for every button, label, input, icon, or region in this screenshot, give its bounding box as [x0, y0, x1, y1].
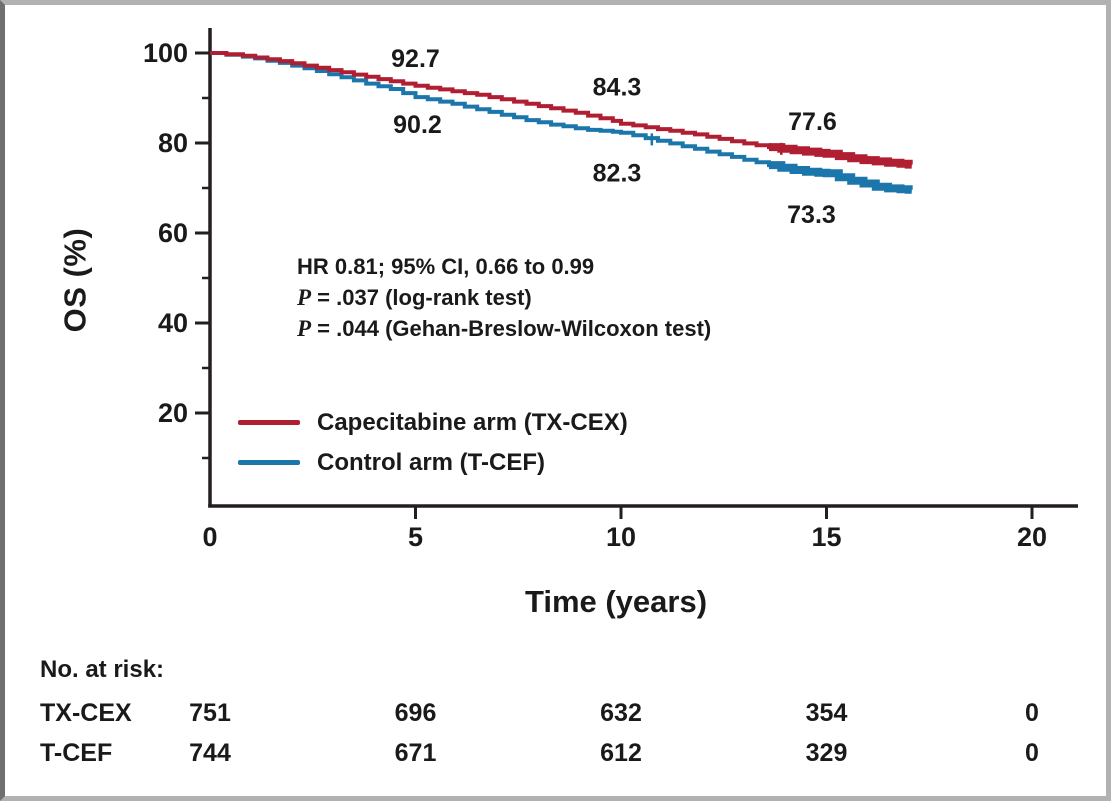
y-tick-label: 40	[158, 308, 188, 338]
risk-count: 744	[189, 739, 231, 767]
km-curve-tx-cex-dense-censoring	[769, 143, 913, 169]
y-tick-label: 100	[143, 38, 188, 68]
x-tick-label: 0	[202, 522, 217, 552]
stats-annotation: HR 0.81; 95% CI, 0.66 to 0.99 P = .037 (…	[297, 251, 711, 344]
x-tick-label: 15	[811, 522, 841, 552]
legend-line-control-swatch	[238, 460, 300, 465]
survival-annotation: 84.3	[593, 74, 642, 102]
risk-count: 0	[1025, 699, 1039, 727]
risk-count: 671	[395, 739, 437, 767]
risk-count: 329	[806, 739, 848, 767]
legend-item-control: Control arm (T-CEF)	[238, 449, 545, 476]
y-axis-title: OS (%)	[57, 227, 93, 333]
survival-annotation: 82.3	[593, 160, 642, 188]
km-curve-t-cef-dense-censoring	[769, 161, 913, 194]
survival-annotation: 90.2	[393, 111, 442, 139]
risk-count: 751	[189, 699, 231, 727]
legend-item-capecitabine: Capecitabine arm (TX-CEX)	[238, 409, 628, 436]
x-tick-label: 10	[606, 522, 636, 552]
stats-line-hr: HR 0.81; 95% CI, 0.66 to 0.99	[297, 254, 595, 279]
x-tick-label: 20	[1017, 522, 1047, 552]
legend-line-capecitabine-swatch	[238, 420, 300, 425]
risk-row-label: T-CEF	[40, 739, 112, 767]
risk-count: 612	[600, 739, 642, 767]
legend-label-control: Control arm (T-CEF)	[317, 448, 545, 476]
stats-line-wilcoxon: P = .044 (Gehan-Breslow-Wilcoxon test)	[297, 316, 712, 341]
survival-annotation: 77.6	[788, 108, 837, 136]
survival-annotation: 92.7	[391, 45, 440, 73]
x-tick-label: 5	[408, 522, 423, 552]
risk-row-label: TX-CEX	[40, 699, 132, 727]
survival-annotation: 73.3	[787, 201, 836, 229]
risk-count: 0	[1025, 739, 1039, 767]
risk-count: 354	[806, 699, 848, 727]
risk-table-title: No. at risk:	[40, 656, 165, 683]
stats-line-logrank: P = .037 (log-rank test)	[297, 285, 532, 310]
risk-count: 696	[395, 699, 437, 727]
risk-count: 632	[600, 699, 642, 727]
legend-label-capecitabine: Capecitabine arm (TX-CEX)	[317, 408, 628, 436]
y-tick-label: 20	[158, 398, 188, 428]
y-tick-label: 80	[158, 128, 188, 158]
y-tick-label: 60	[158, 218, 188, 248]
x-axis-title: Time (years)	[524, 584, 708, 619]
